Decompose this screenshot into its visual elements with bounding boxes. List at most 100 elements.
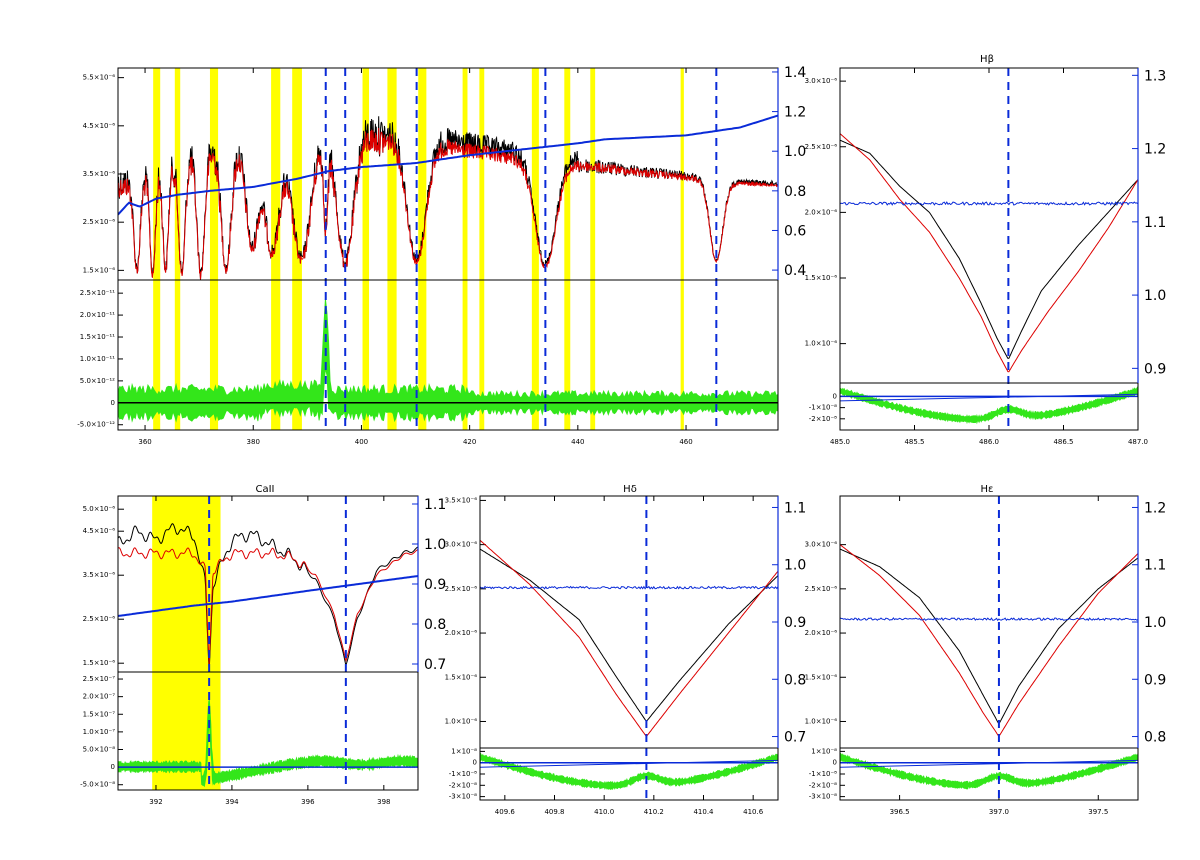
full-y-right-tick-label: 1.4 <box>784 65 806 81</box>
full-ratio-curve <box>118 114 778 216</box>
hd-y-left-tick-label: 1.5×10⁻⁶ <box>445 673 478 681</box>
panel-hd: 409.6 409.8 410.0 410.2 410.4 410.6 1.0×10⁻⁶ 1.… <box>445 495 806 816</box>
hb-y-left-tick-label: 2.0×10⁻⁶ <box>805 208 838 216</box>
hb-residual-y-tick-label: -1×10⁻⁸ <box>809 404 837 412</box>
full-y-left-tick-label: 2.5×10⁻⁶ <box>83 218 116 226</box>
hd-y-left-tick-label: 3.0×10⁻⁶ <box>445 541 478 549</box>
caii-y-right-tick-label: 0.9 <box>424 577 446 593</box>
hb-y-right-tick-label: 1.3 <box>1144 68 1166 84</box>
hb-x-tick-label: 486.5 <box>1053 438 1073 446</box>
caii-residual-y-tick-label: -5.0×10⁻⁸ <box>80 781 115 789</box>
he-residual-frame <box>839 747 1139 801</box>
hb-residual-y-tick-label: 0 <box>833 392 837 400</box>
he-residual-y-tick-label: -3×10⁻⁸ <box>809 793 837 801</box>
hb-residual-series <box>840 386 1138 425</box>
he-y-left-tick-label: 2.5×10⁻⁶ <box>805 585 838 593</box>
full-highlight-band <box>680 68 684 430</box>
hd-residual-y-tick-label: -1×10⁻⁸ <box>449 770 477 778</box>
caii-y-left-tick-label: 5.0×10⁻⁶ <box>83 505 116 513</box>
he-y-right-tick-label: 1.1 <box>1144 558 1166 574</box>
caii-y-right-tick-label: 0.8 <box>424 617 446 633</box>
full-residual-y-tick-label: 2.0×10⁻¹¹ <box>80 311 115 319</box>
full-highlight-band <box>362 68 370 430</box>
full-x-tick-label: 420 <box>463 438 476 446</box>
full-highlight-band <box>153 68 161 430</box>
caii-x-tick-label: 394 <box>225 798 239 806</box>
full-x-tick-label: 460 <box>679 438 692 446</box>
hd-main-frame <box>479 495 779 749</box>
hd-y-left-tick-label: 2.0×10⁻⁶ <box>445 629 478 637</box>
hd-panel-title: Hδ <box>623 484 637 495</box>
caii-residual-y-tick-label: 2.5×10⁻⁷ <box>83 675 116 683</box>
panel-full-spectrum: 360 380 400 420 440 460 1.5×10⁻⁶ 2.5×10⁻⁶ 3.5×10… <box>77 65 806 446</box>
hd-ratio-curve <box>480 585 778 590</box>
full-y-right-tick-label: 1.0 <box>784 144 806 160</box>
hb-y-right-tick-label: 1.2 <box>1144 142 1166 158</box>
hd-x-tick-label: 410.0 <box>594 808 614 816</box>
hb-x-tick-label: 485.5 <box>904 438 924 446</box>
full-highlight-band <box>174 68 181 430</box>
hb-x-tick-label: 487.0 <box>1128 438 1148 446</box>
hd-residual-y-tick-label: -2×10⁻⁸ <box>449 781 477 789</box>
hb-residual-y-tick-label: -2×10⁻⁸ <box>809 415 837 423</box>
he-panel-title: Hε <box>981 484 994 495</box>
hd-observed-profile <box>480 548 778 722</box>
full-y-right-tick-label: 0.4 <box>784 263 806 279</box>
full-highlight-band <box>209 68 219 430</box>
he-model-profile <box>840 544 1138 738</box>
caii-y-left-tick-label: 2.5×10⁻⁶ <box>83 615 116 623</box>
he-main-frame <box>839 495 1139 749</box>
panel-hb: 485.0 485.5 486.0 486.5 487.0 1.0×10⁻⁶ 1.5×10⁻… <box>805 67 1166 446</box>
he-x-tick-label: 397.0 <box>989 808 1009 816</box>
hd-y-right-tick-label: 0.8 <box>784 672 806 688</box>
hd-residual-trend-line <box>479 759 779 768</box>
hd-residual-y-tick-label: 0 <box>473 759 477 767</box>
full-x-tick-label: 380 <box>247 438 260 446</box>
hd-y-right-tick-label: 0.9 <box>784 615 806 631</box>
hd-x-tick-label: 409.6 <box>495 808 516 816</box>
caii-y-left-tick-label: 1.5×10⁻⁶ <box>83 659 116 667</box>
hd-residual-y-tick-label: 1×10⁻⁸ <box>451 747 477 755</box>
he-y-left-tick-label: 1.5×10⁻⁶ <box>805 673 838 681</box>
full-residual-y-tick-label: 5.0×10⁻¹² <box>80 377 115 385</box>
hb-residual-trend-line <box>839 393 1139 402</box>
hd-y-right-tick-label: 1.1 <box>784 500 806 516</box>
hd-x-tick-label: 410.6 <box>743 808 764 816</box>
he-y-right-tick-label: 0.8 <box>1144 730 1166 746</box>
he-y-left-tick-label: 1.0×10⁻⁶ <box>805 717 838 725</box>
caii-model-spectrum <box>118 547 418 666</box>
full-highlight-band <box>590 68 596 430</box>
hd-title-text: Hδ <box>623 484 637 495</box>
hd-y-right-tick-label: 0.7 <box>784 730 806 746</box>
caii-ratio-curve <box>118 575 418 617</box>
he-residual-y-tick-label: 0 <box>833 759 837 767</box>
hb-observed-profile <box>840 139 1138 359</box>
hd-y-right-tick-label: 1.0 <box>784 558 806 574</box>
hb-y-right-tick-label: 1.0 <box>1144 288 1166 304</box>
he-y-right-tick-label: 1.0 <box>1144 615 1166 631</box>
full-y-left-tick-label: 3.5×10⁻⁶ <box>83 170 116 178</box>
caii-title-text: CaII <box>255 484 274 495</box>
caii-residual-y-tick-label: 0 <box>111 763 115 771</box>
panel-caii: 392 394 396 398 1.5×10⁻⁶ 2.5×10⁻⁶ 3.5×10⁻⁶ 4.5×… <box>80 495 446 806</box>
he-observed-profile <box>840 548 1138 726</box>
full-highlight-band <box>479 68 485 430</box>
full-highlight-band <box>564 68 571 430</box>
caii-residual-y-tick-label: 5.0×10⁻⁸ <box>83 745 116 753</box>
full-highlight-band <box>271 68 281 430</box>
panel-he: 396.5 397.0 397.5 1.0×10⁻⁶ 1.5×10⁻⁶ 2.0×10⁻⁶ 2… <box>805 495 1166 816</box>
hb-model-profile <box>840 133 1138 373</box>
caii-residual-series <box>118 698 418 788</box>
hd-x-tick-label: 410.4 <box>693 808 714 816</box>
hb-y-right-tick-label: 0.9 <box>1144 361 1166 377</box>
he-ratio-curve <box>840 617 1138 622</box>
hd-y-left-tick-label: 2.5×10⁻⁶ <box>445 585 478 593</box>
hb-title-text: Hβ <box>980 54 994 65</box>
hb-y-left-tick-label: 3.0×10⁻⁶ <box>805 77 838 85</box>
caii-x-tick-label: 396 <box>301 798 315 806</box>
full-highlight-band <box>462 68 468 430</box>
hb-main-frame <box>839 67 1139 384</box>
he-y-right-tick-label: 1.2 <box>1144 500 1166 516</box>
caii-y-left-tick-label: 4.5×10⁻⁶ <box>83 527 116 535</box>
